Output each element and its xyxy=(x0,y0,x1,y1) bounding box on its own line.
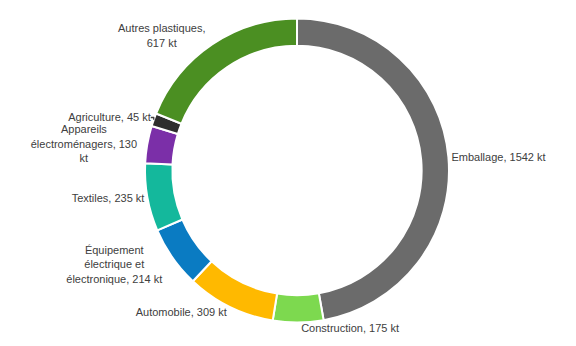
svg-text:Construction, 175 kt: Construction, 175 kt xyxy=(301,322,399,334)
svg-text:Emballage, 1542 kt: Emballage, 1542 kt xyxy=(451,151,545,163)
svg-text:Équipementélectrique etélectro: Équipementélectrique etélectronique, 214… xyxy=(66,244,162,285)
svg-text:Autres plastiques,617 kt: Autres plastiques,617 kt xyxy=(118,22,205,48)
svg-text:Appareilsélectroménagers, 130k: Appareilsélectroménagers, 130kt xyxy=(31,123,137,164)
svg-text:Textiles, 235 kt: Textiles, 235 kt xyxy=(72,192,145,204)
svg-text:Agriculture, 45 kt: Agriculture, 45 kt xyxy=(68,111,151,123)
svg-text:Automobile, 309 kt: Automobile, 309 kt xyxy=(136,306,227,318)
